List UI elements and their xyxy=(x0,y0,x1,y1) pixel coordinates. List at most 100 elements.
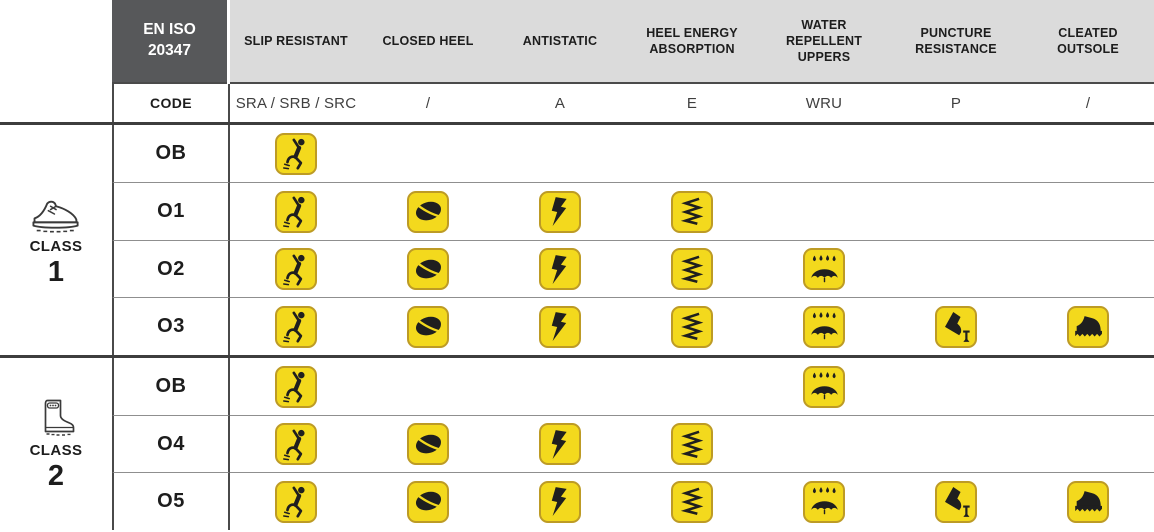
class-number: 1 xyxy=(47,256,65,288)
feature-cell-O1-cleated-outsole xyxy=(1022,182,1154,240)
feature-cell-O5-slip-resistant xyxy=(230,472,362,530)
feature-cell-O1-antistatic xyxy=(494,182,626,240)
standard-badge: EN ISO 20347 xyxy=(112,0,227,84)
feature-cell-O4-cleated-outsole xyxy=(1022,415,1154,472)
feature-cell-OB-puncture-resistance xyxy=(890,358,1022,415)
column-header-water-repellent-uppers: WATER REPELLENT UPPERS xyxy=(758,0,890,84)
feature-cell-O2-cleated-outsole xyxy=(1022,240,1154,297)
feature-cell-O1-closed-heel xyxy=(362,182,494,240)
water-repellent-icon xyxy=(803,305,845,348)
row-code-class2-OB: OB xyxy=(112,358,230,415)
feature-cell-O1-heel-energy-absorption xyxy=(626,182,758,240)
water-repellent-icon xyxy=(803,480,845,523)
feature-cell-O2-water-repellent-uppers xyxy=(758,240,890,297)
antistatic-icon xyxy=(539,423,581,465)
feature-cell-O1-puncture-resistance xyxy=(890,182,1022,240)
feature-cell-OB-slip-resistant xyxy=(230,358,362,415)
feature-cell-OB-antistatic xyxy=(494,358,626,415)
feature-cell-OB-antistatic xyxy=(494,125,626,182)
code-value-water-repellent-uppers: WRU xyxy=(805,94,843,112)
standard-line1: EN ISO xyxy=(143,21,196,39)
feature-cell-O4-slip-resistant xyxy=(230,415,362,472)
feature-cell-O4-heel-energy-absorption xyxy=(626,415,758,472)
feature-cell-OB-heel-energy-absorption xyxy=(626,358,758,415)
feature-cell-O4-water-repellent-uppers xyxy=(758,415,890,472)
closed-heel-icon xyxy=(407,190,449,233)
section-divider xyxy=(0,122,1154,125)
feature-cell-O5-closed-heel xyxy=(362,472,494,530)
puncture-resistance-icon xyxy=(935,305,977,348)
feature-cell-OB-water-repellent-uppers xyxy=(758,358,890,415)
code-value-heel-energy-absorption: E xyxy=(686,94,698,112)
feature-cell-O5-antistatic xyxy=(494,472,626,530)
code-row-blank xyxy=(0,84,112,122)
feature-cell-O3-cleated-outsole xyxy=(1022,297,1154,355)
feature-cell-OB-cleated-outsole xyxy=(1022,358,1154,415)
feature-cell-OB-closed-heel xyxy=(362,125,494,182)
feature-cell-O1-slip-resistant xyxy=(230,182,362,240)
row-code-class2-O5: O5 xyxy=(112,472,230,530)
feature-cell-OB-closed-heel xyxy=(362,358,494,415)
water-repellent-icon xyxy=(803,248,845,290)
closed-heel-icon xyxy=(407,480,449,523)
feature-cell-O5-puncture-resistance xyxy=(890,472,1022,530)
row-code-class1-O1: O1 xyxy=(112,182,230,240)
antistatic-icon xyxy=(539,480,581,523)
class-2-cell: CLASS 2 xyxy=(0,358,112,530)
heel-energy-icon xyxy=(671,190,713,233)
row-code-class1-O3: O3 xyxy=(112,297,230,355)
feature-cell-O2-slip-resistant xyxy=(230,240,362,297)
class-label: CLASS xyxy=(29,442,83,459)
code-value-cleated-outsole: / xyxy=(1085,94,1091,112)
rubber-boot-icon xyxy=(34,397,78,439)
antistatic-icon xyxy=(539,190,581,233)
feature-cell-OB-water-repellent-uppers xyxy=(758,125,890,182)
class-label: CLASS xyxy=(29,238,83,255)
feature-cell-O2-closed-heel xyxy=(362,240,494,297)
feature-cell-O3-antistatic xyxy=(494,297,626,355)
standard-line2: 20347 xyxy=(147,42,192,59)
row-code-class1-OB: OB xyxy=(112,125,230,182)
feature-cell-O4-puncture-resistance xyxy=(890,415,1022,472)
column-header-closed-heel: CLOSED HEEL xyxy=(362,0,494,84)
slip-resistant-icon xyxy=(275,423,317,465)
row-code-class2-O4: O4 xyxy=(112,415,230,472)
feature-cell-O2-puncture-resistance xyxy=(890,240,1022,297)
feature-cell-O3-closed-heel xyxy=(362,297,494,355)
closed-heel-icon xyxy=(407,423,449,465)
feature-cell-O2-antistatic xyxy=(494,240,626,297)
class-number: 2 xyxy=(47,460,65,492)
code-row-label: CODE xyxy=(112,84,230,122)
cleated-outsole-icon xyxy=(1067,480,1109,523)
closed-heel-icon xyxy=(407,248,449,290)
column-header-heel-energy-absorption: HEEL ENERGY ABSORPTION xyxy=(626,0,758,84)
feature-cell-O3-slip-resistant xyxy=(230,297,362,355)
heel-energy-icon xyxy=(671,480,713,523)
slip-resistant-icon xyxy=(275,132,317,175)
slip-resistant-icon xyxy=(275,365,317,408)
antistatic-icon xyxy=(539,305,581,348)
water-repellent-icon xyxy=(803,365,845,408)
code-value-puncture-resistance: P xyxy=(950,94,962,112)
feature-cell-O3-puncture-resistance xyxy=(890,297,1022,355)
feature-cell-O5-water-repellent-uppers xyxy=(758,472,890,530)
feature-cell-O5-heel-energy-absorption xyxy=(626,472,758,530)
column-header-antistatic: ANTISTATIC xyxy=(494,0,626,84)
code-value-antistatic: A xyxy=(554,94,566,112)
column-header-slip-resistant: SLIP RESISTANT xyxy=(230,0,362,84)
feature-cell-OB-slip-resistant xyxy=(230,125,362,182)
slip-resistant-icon xyxy=(275,248,317,290)
low-shoe-icon xyxy=(29,193,82,235)
feature-cell-O1-water-repellent-uppers xyxy=(758,182,890,240)
feature-cell-O5-cleated-outsole xyxy=(1022,472,1154,530)
code-value-slip-resistant: SRA / SRB / SRC xyxy=(235,94,357,112)
heel-energy-icon xyxy=(671,305,713,348)
slip-resistant-icon xyxy=(275,305,317,348)
row-code-class1-O2: O2 xyxy=(112,240,230,297)
closed-heel-icon xyxy=(407,305,449,348)
feature-cell-O4-closed-heel xyxy=(362,415,494,472)
class-1-cell: CLASS 1 xyxy=(0,125,112,355)
puncture-resistance-icon xyxy=(935,480,977,523)
feature-cell-O2-heel-energy-absorption xyxy=(626,240,758,297)
